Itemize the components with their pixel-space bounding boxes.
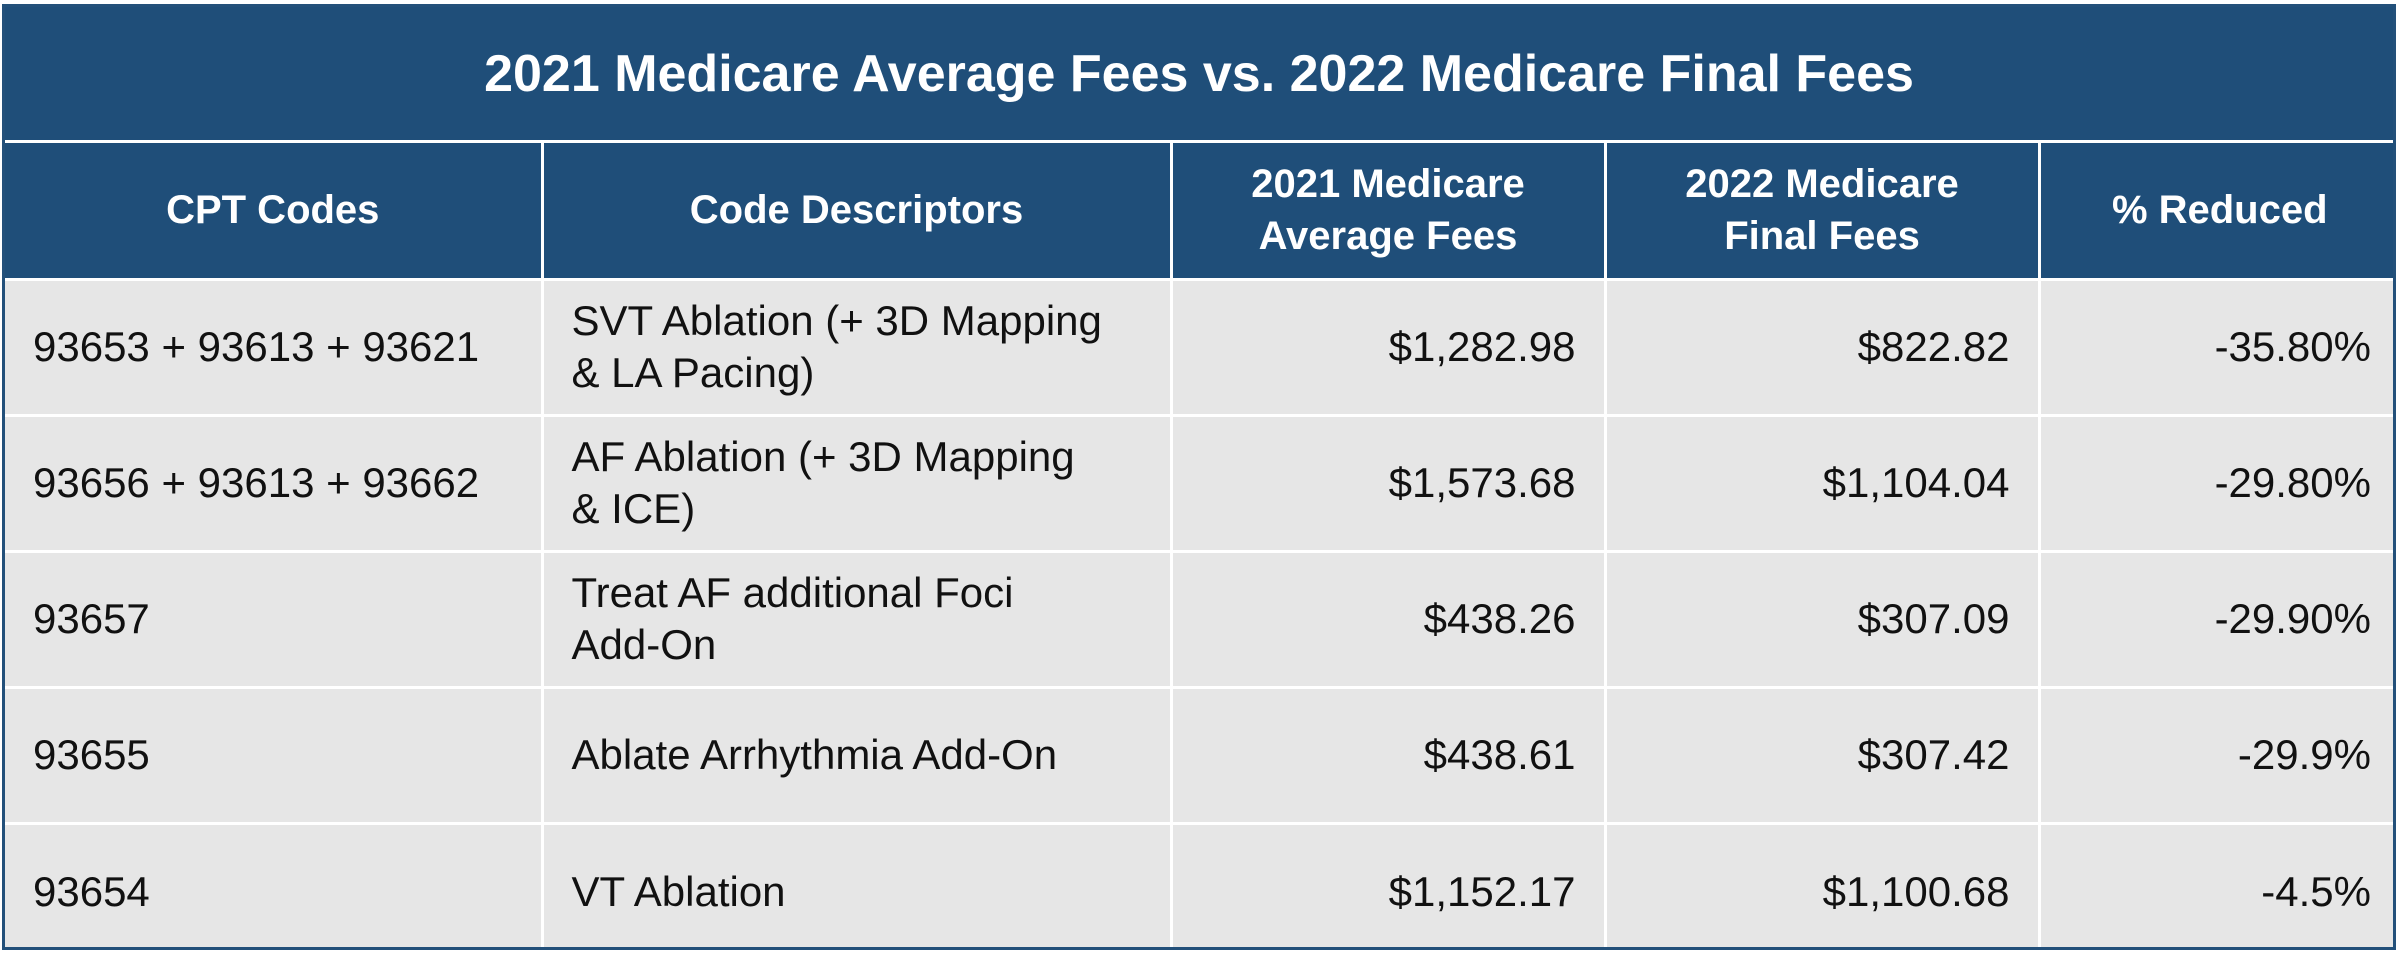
column-header-label: % Reduced [2111,188,2328,233]
fee-2021-cell: $1,152.17 [1169,821,1605,947]
column-header-code-descriptors: Code Descriptors [540,143,1171,279]
fee-2022-cell: $1,100.68 [1603,821,2039,947]
code-descriptor-text: SVT Ablation (+ 3D Mapping & LA Pacing) [571,297,1102,396]
table-row: 93655 Ablate Arrhythmia Add-On $438.61 $… [5,685,2393,823]
column-header-cpt-codes: CPT Codes [5,143,542,279]
fee-2021-cell: $438.61 [1169,685,1605,823]
table-row: 93657 Treat AF additional Foci Add-On $4… [5,549,2393,687]
percent-reduced-cell: -29.90% [2037,549,2393,687]
percent-reduced-cell: -35.80% [2037,277,2393,415]
column-header-label: Code Descriptors [689,188,1024,233]
column-header-label: 2022 Medicare Final Fees [1685,162,1959,259]
fee-2022-cell: $307.09 [1603,549,2039,687]
percent-reduced-cell: -29.9% [2037,685,2393,823]
column-header-2021-fees: 2021 Medicare Average Fees [1169,143,1605,279]
fee-2021-cell: $1,282.98 [1169,277,1605,415]
table-row: 93656 + 93613 + 93662 AF Ablation (+ 3D … [5,413,2393,551]
code-descriptor-cell: VT Ablation [540,821,1171,947]
fee-2021-cell: $1,573.68 [1169,413,1605,551]
code-descriptor-text: VT Ablation [571,867,786,915]
percent-reduced-cell: -4.5% [2037,821,2393,947]
fee-2022-cell: $822.82 [1603,277,2039,415]
cpt-code-cell: 93657 [5,549,542,687]
fee-comparison-table-frame: 2021 Medicare Average Fees vs. 2022 Medi… [2,4,2396,950]
cpt-code-cell: 93654 [5,821,542,947]
column-header-percent-reduced: % Reduced [2037,143,2393,279]
fee-2022-cell: $307.42 [1603,685,2039,823]
cpt-code-cell: 93653 + 93613 + 93621 [5,277,542,415]
percent-reduced-cell: -29.80% [2037,413,2393,551]
table-row: 93653 + 93613 + 93621 SVT Ablation (+ 3D… [5,277,2393,415]
code-descriptor-cell: Ablate Arrhythmia Add-On [540,685,1171,823]
code-descriptor-text: Treat AF additional Foci Add-On [571,569,1014,668]
code-descriptor-text: AF Ablation (+ 3D Mapping & ICE) [571,433,1075,532]
table-row: 93654 VT Ablation $1,152.17 $1,100.68 -4… [5,821,2393,947]
column-header-label: CPT Codes [166,188,380,233]
code-descriptor-cell: AF Ablation (+ 3D Mapping & ICE) [540,413,1171,551]
fee-2022-cell: $1,104.04 [1603,413,2039,551]
header-row: CPT Codes Code Descriptors 2021 Medicare… [5,143,2393,279]
code-descriptor-text: Ablate Arrhythmia Add-On [571,731,1058,778]
fee-2021-cell: $438.26 [1169,549,1605,687]
column-header-2022-fees: 2022 Medicare Final Fees [1603,143,2039,279]
column-header-label: 2021 Medicare Average Fees [1251,162,1525,259]
fee-comparison-table: CPT Codes Code Descriptors 2021 Medicare… [5,143,2393,947]
table-title: 2021 Medicare Average Fees vs. 2022 Medi… [5,7,2393,140]
cpt-code-cell: 93655 [5,685,542,823]
code-descriptor-cell: SVT Ablation (+ 3D Mapping & LA Pacing) [540,277,1171,415]
code-descriptor-cell: Treat AF additional Foci Add-On [540,549,1171,687]
cpt-code-cell: 93656 + 93613 + 93662 [5,413,542,551]
